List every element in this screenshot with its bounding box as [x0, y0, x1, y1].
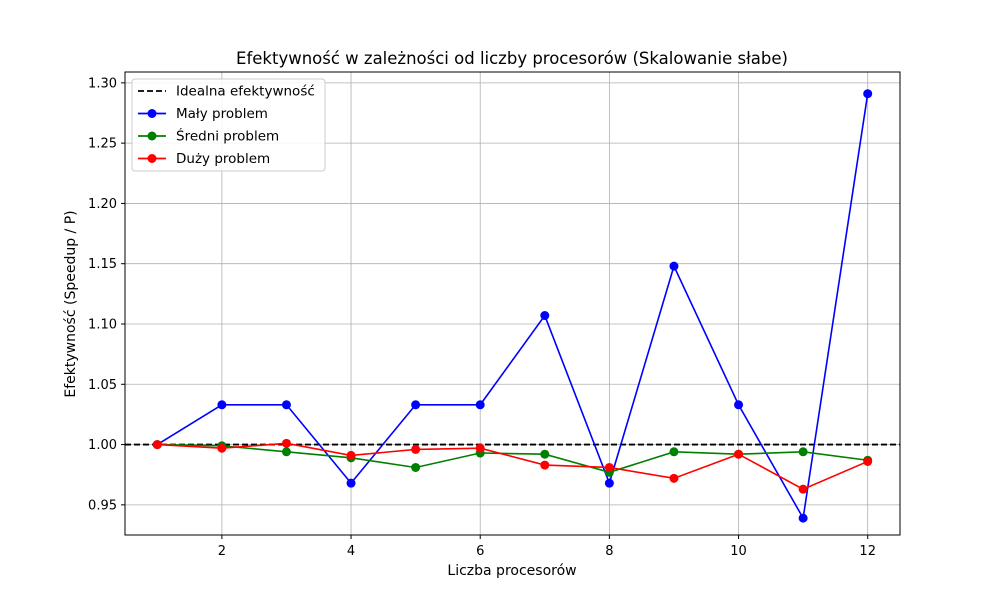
y-tick-label: 1.15 [88, 257, 117, 272]
data-point [540, 449, 550, 459]
data-point [669, 447, 679, 457]
data-point [475, 400, 485, 410]
data-point [540, 311, 550, 321]
x-axis-label: Liczba procesorów [447, 563, 576, 579]
y-tick-label: 1.05 [88, 378, 117, 393]
y-tick-label: 1.00 [88, 438, 117, 453]
legend-label: Duży problem [176, 151, 270, 167]
data-point [669, 261, 679, 271]
grid [125, 72, 900, 535]
data-point [346, 478, 356, 488]
data-point [281, 447, 291, 457]
data-point [540, 460, 550, 470]
x-tick-label: 10 [730, 544, 747, 559]
data-point [863, 456, 873, 466]
data-point [604, 478, 614, 488]
ticks: 2 4 6 8 10 12 0.95 1.00 1.05 1.10 1.15 1.20 1.25 1.30 [88, 76, 876, 559]
data-point [346, 450, 356, 460]
y-tick-label: 1.20 [88, 197, 117, 212]
series-line [157, 443, 868, 474]
data-point [217, 400, 227, 410]
data-point [669, 473, 679, 483]
chart-title: Efektywność w zależności od liczby proce… [236, 49, 788, 68]
legend-item: Mały problem [138, 106, 268, 122]
data-point [411, 462, 421, 472]
legend-item: Średni problem [138, 127, 279, 145]
data-point [411, 444, 421, 454]
x-tick-label: 12 [859, 544, 876, 559]
data-point [411, 400, 421, 410]
data-point [281, 438, 291, 448]
series-line [156, 93, 869, 521]
data-point [475, 443, 485, 453]
data-point [217, 443, 227, 453]
data-point [863, 89, 873, 99]
y-tick-label: 1.30 [88, 76, 117, 91]
legend-swatch-marker [147, 131, 157, 141]
data-point [798, 447, 808, 457]
y-tick-label: 1.10 [88, 317, 117, 332]
x-tick-label: 4 [347, 544, 355, 559]
legend-swatch-marker [147, 109, 157, 118]
plot-frame [124, 71, 901, 536]
legend-item: Idealna efektywność [138, 84, 315, 100]
y-tick-label: 0.95 [88, 498, 117, 513]
legend-label: Średni problem [176, 127, 279, 145]
series-line [157, 442, 869, 491]
data-point [281, 400, 291, 410]
data-point [152, 440, 162, 450]
legend-label: Idealna efektywność [176, 84, 315, 100]
data-point [604, 462, 614, 472]
legend-item: Duży problem [138, 151, 270, 167]
legend-box [131, 78, 326, 172]
data-point [798, 484, 808, 494]
data-point [734, 449, 744, 459]
legend-label: Mały problem [176, 106, 268, 122]
data-point [798, 513, 808, 523]
series-3 [152, 438, 873, 494]
x-tick-label: 8 [605, 544, 613, 559]
y-tick-label: 1.25 [88, 137, 117, 152]
legend-swatch-marker [147, 154, 157, 163]
series-1 [152, 89, 873, 523]
x-tick-label: 2 [218, 544, 226, 559]
data-point [734, 400, 744, 410]
series-layer [152, 89, 873, 523]
y-axis-label: Efektywność (Speedup / P) [63, 210, 79, 397]
legend: Idealna efektywność Mały problem Średni pr… [131, 78, 326, 172]
x-tick-label: 6 [476, 544, 484, 559]
